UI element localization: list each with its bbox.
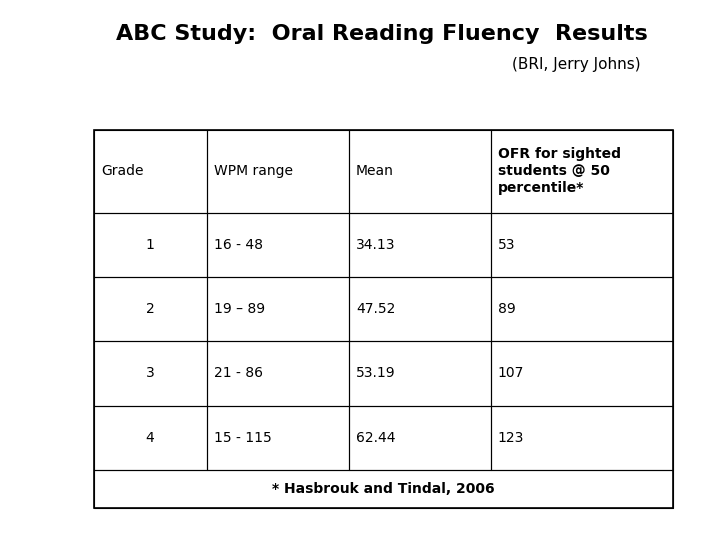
Text: 4: 4 <box>145 431 155 444</box>
Text: 21 - 86: 21 - 86 <box>214 367 263 380</box>
Text: WPM range: WPM range <box>214 164 293 178</box>
Text: Grade: Grade <box>101 164 143 178</box>
Text: 34.13: 34.13 <box>356 238 395 252</box>
Text: 16 - 48: 16 - 48 <box>214 238 263 252</box>
Text: 19 – 89: 19 – 89 <box>214 302 265 316</box>
Text: 89: 89 <box>498 302 516 316</box>
Text: 107: 107 <box>498 367 524 380</box>
Text: OFR for sighted
students @ 50
percentile*: OFR for sighted students @ 50 percentile… <box>498 147 621 195</box>
Text: * Hasbrouk and Tindal, 2006: * Hasbrouk and Tindal, 2006 <box>272 482 495 496</box>
Text: 53: 53 <box>498 238 516 252</box>
Text: 2: 2 <box>145 302 155 316</box>
Text: 15 - 115: 15 - 115 <box>214 431 271 444</box>
Text: Mean: Mean <box>356 164 394 178</box>
Text: ABC Study:  Oral Reading Fluency  Results: ABC Study: Oral Reading Fluency Results <box>116 24 647 44</box>
Text: 123: 123 <box>498 431 524 444</box>
Text: 53.19: 53.19 <box>356 367 395 380</box>
Text: 3: 3 <box>145 367 155 380</box>
Text: 62.44: 62.44 <box>356 431 395 444</box>
Text: 1: 1 <box>145 238 155 252</box>
Text: (BRI, Jerry Johns): (BRI, Jerry Johns) <box>512 57 640 72</box>
Text: 47.52: 47.52 <box>356 302 395 316</box>
